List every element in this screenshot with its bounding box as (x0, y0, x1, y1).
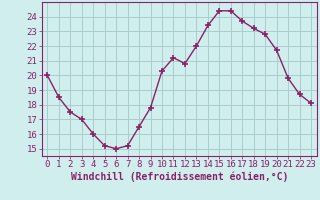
X-axis label: Windchill (Refroidissement éolien,°C): Windchill (Refroidissement éolien,°C) (70, 172, 288, 182)
